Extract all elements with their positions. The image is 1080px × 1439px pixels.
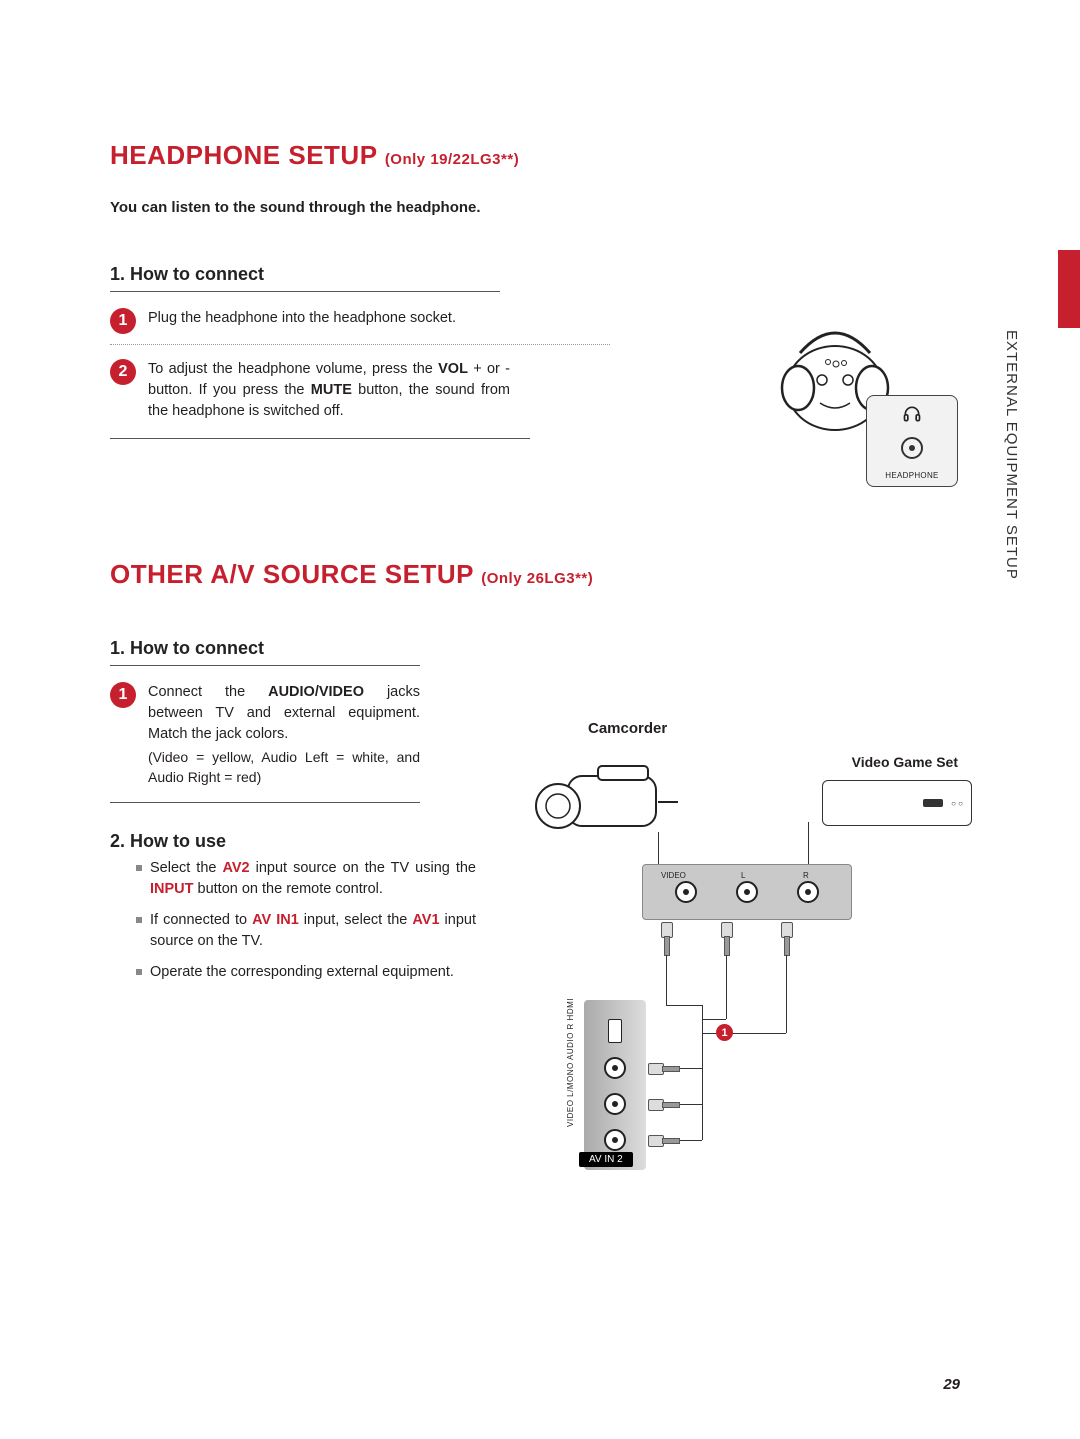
wire: [702, 1033, 786, 1034]
rca-jack-icon: [797, 881, 819, 903]
section1-title-main: HEADPHONE SETUP: [110, 140, 377, 170]
t: input source on the TV using the: [250, 860, 476, 876]
section2-title-sub: (Only 26LG3**): [481, 570, 593, 587]
cable-plug-icon: [648, 1096, 680, 1112]
rca-jack-icon: [736, 881, 758, 903]
t: INPUT: [150, 881, 194, 897]
tv-input-panel: [584, 1000, 646, 1170]
wire: [680, 1104, 702, 1105]
divider: [110, 291, 500, 292]
section2-title: OTHER A/V SOURCE SETUP (Only 26LG3**): [110, 559, 970, 590]
headphone-icon: [902, 404, 922, 424]
section1-intro: You can listen to the sound through the …: [110, 199, 970, 216]
cable-plug-icon: [648, 1060, 680, 1076]
headphone-jack-panel: HEADPHONE: [866, 395, 958, 487]
section2-step-1: 1 Connect the AUDIO/VIDEO jacks between …: [110, 682, 420, 788]
camcorder-label: Camcorder: [588, 720, 667, 737]
t: VOL: [438, 361, 468, 377]
label: L: [741, 871, 745, 880]
t: Connect the: [148, 684, 268, 700]
step-text: Plug the headphone into the headphone so…: [148, 308, 456, 329]
video-game-label: Video Game Set: [852, 754, 958, 770]
wire: [680, 1140, 702, 1141]
step-badge: 1: [110, 682, 136, 708]
wire: [666, 1005, 702, 1006]
t: button on the remote control.: [194, 881, 383, 897]
rca-jack-icon: [604, 1057, 626, 1079]
cable-plug-icon: [658, 922, 674, 956]
diagram-callout-badge: 1: [716, 1024, 733, 1041]
divider: [110, 802, 420, 803]
section1-step-2: 2 To adjust the headphone volume, press …: [110, 359, 510, 422]
section1-step-1: 1 Plug the headphone into the headphone …: [110, 308, 610, 345]
wire: [680, 1068, 702, 1069]
list-item: Select the AV2 input source on the TV us…: [136, 858, 476, 900]
rca-jack-icon: [604, 1129, 626, 1151]
page-number: 29: [943, 1376, 960, 1393]
label: VIDEO: [661, 871, 686, 880]
section2-connect-heading: 1. How to connect: [110, 638, 970, 659]
wire: [808, 822, 809, 864]
av-connection-diagram: Camcorder Video Game Set ○ ○ VIDEO L R: [558, 720, 918, 1190]
step-paren: (Video = yellow, Audio Left = white, and…: [148, 747, 420, 788]
list-item: Operate the corresponding external equip…: [136, 962, 476, 983]
t: To adjust the headphone volume, press th…: [148, 361, 438, 377]
headphone-jack-icon: [901, 437, 923, 459]
t: If connected to: [150, 912, 252, 928]
device-output-panel: VIDEO L R: [642, 864, 852, 920]
section2-title-main: OTHER A/V SOURCE SETUP: [110, 559, 474, 589]
t: AV1: [412, 912, 439, 928]
use-list: Select the AV2 input source on the TV us…: [136, 858, 476, 983]
wire: [666, 955, 667, 1005]
divider: [110, 665, 420, 666]
rca-jack-icon: [604, 1093, 626, 1115]
step-text: To adjust the headphone volume, press th…: [148, 359, 510, 422]
av-in-label: AV IN 2: [579, 1152, 633, 1167]
section1-connect-heading: 1. How to connect: [110, 264, 970, 285]
t: AV IN1: [252, 912, 299, 928]
t: input, select the: [299, 912, 413, 928]
hdmi-port-icon: [608, 1019, 622, 1043]
t: AV2: [222, 860, 249, 876]
step-text: Connect the AUDIO/VIDEO jacks between TV…: [148, 682, 420, 745]
wire: [702, 1019, 726, 1020]
section1-title: HEADPHONE SETUP (Only 19/22LG3**): [110, 140, 970, 171]
step-badge: 1: [110, 308, 136, 334]
accent-tab: [1058, 250, 1080, 328]
cable-plug-icon: [648, 1132, 680, 1148]
camcorder-icon: [528, 758, 688, 846]
wire: [658, 832, 659, 864]
tv-side-port-labels: VIDEO L/MONO AUDIO R HDMI: [566, 998, 575, 1127]
t: AUDIO/VIDEO: [268, 684, 364, 700]
wire: [702, 1068, 703, 1140]
t: MUTE: [311, 382, 352, 398]
divider: [110, 438, 530, 439]
label: R: [803, 871, 809, 880]
step-badge: 2: [110, 359, 136, 385]
t: Operate the corresponding external equip…: [150, 964, 454, 980]
wire: [786, 955, 787, 1033]
video-game-set-icon: ○ ○: [822, 780, 972, 826]
cable-plug-icon: [718, 922, 734, 956]
section1-title-sub: (Only 19/22LG3**): [385, 151, 519, 168]
t: Select the: [150, 860, 222, 876]
list-item: If connected to AV IN1 input, select the…: [136, 910, 476, 952]
wire: [726, 955, 727, 1019]
cable-plug-icon: [778, 922, 794, 956]
rca-jack-icon: [675, 881, 697, 903]
headphone-jack-label: HEADPHONE: [885, 471, 938, 480]
side-section-label: EXTERNAL EQUIPMENT SETUP: [1003, 330, 1020, 580]
